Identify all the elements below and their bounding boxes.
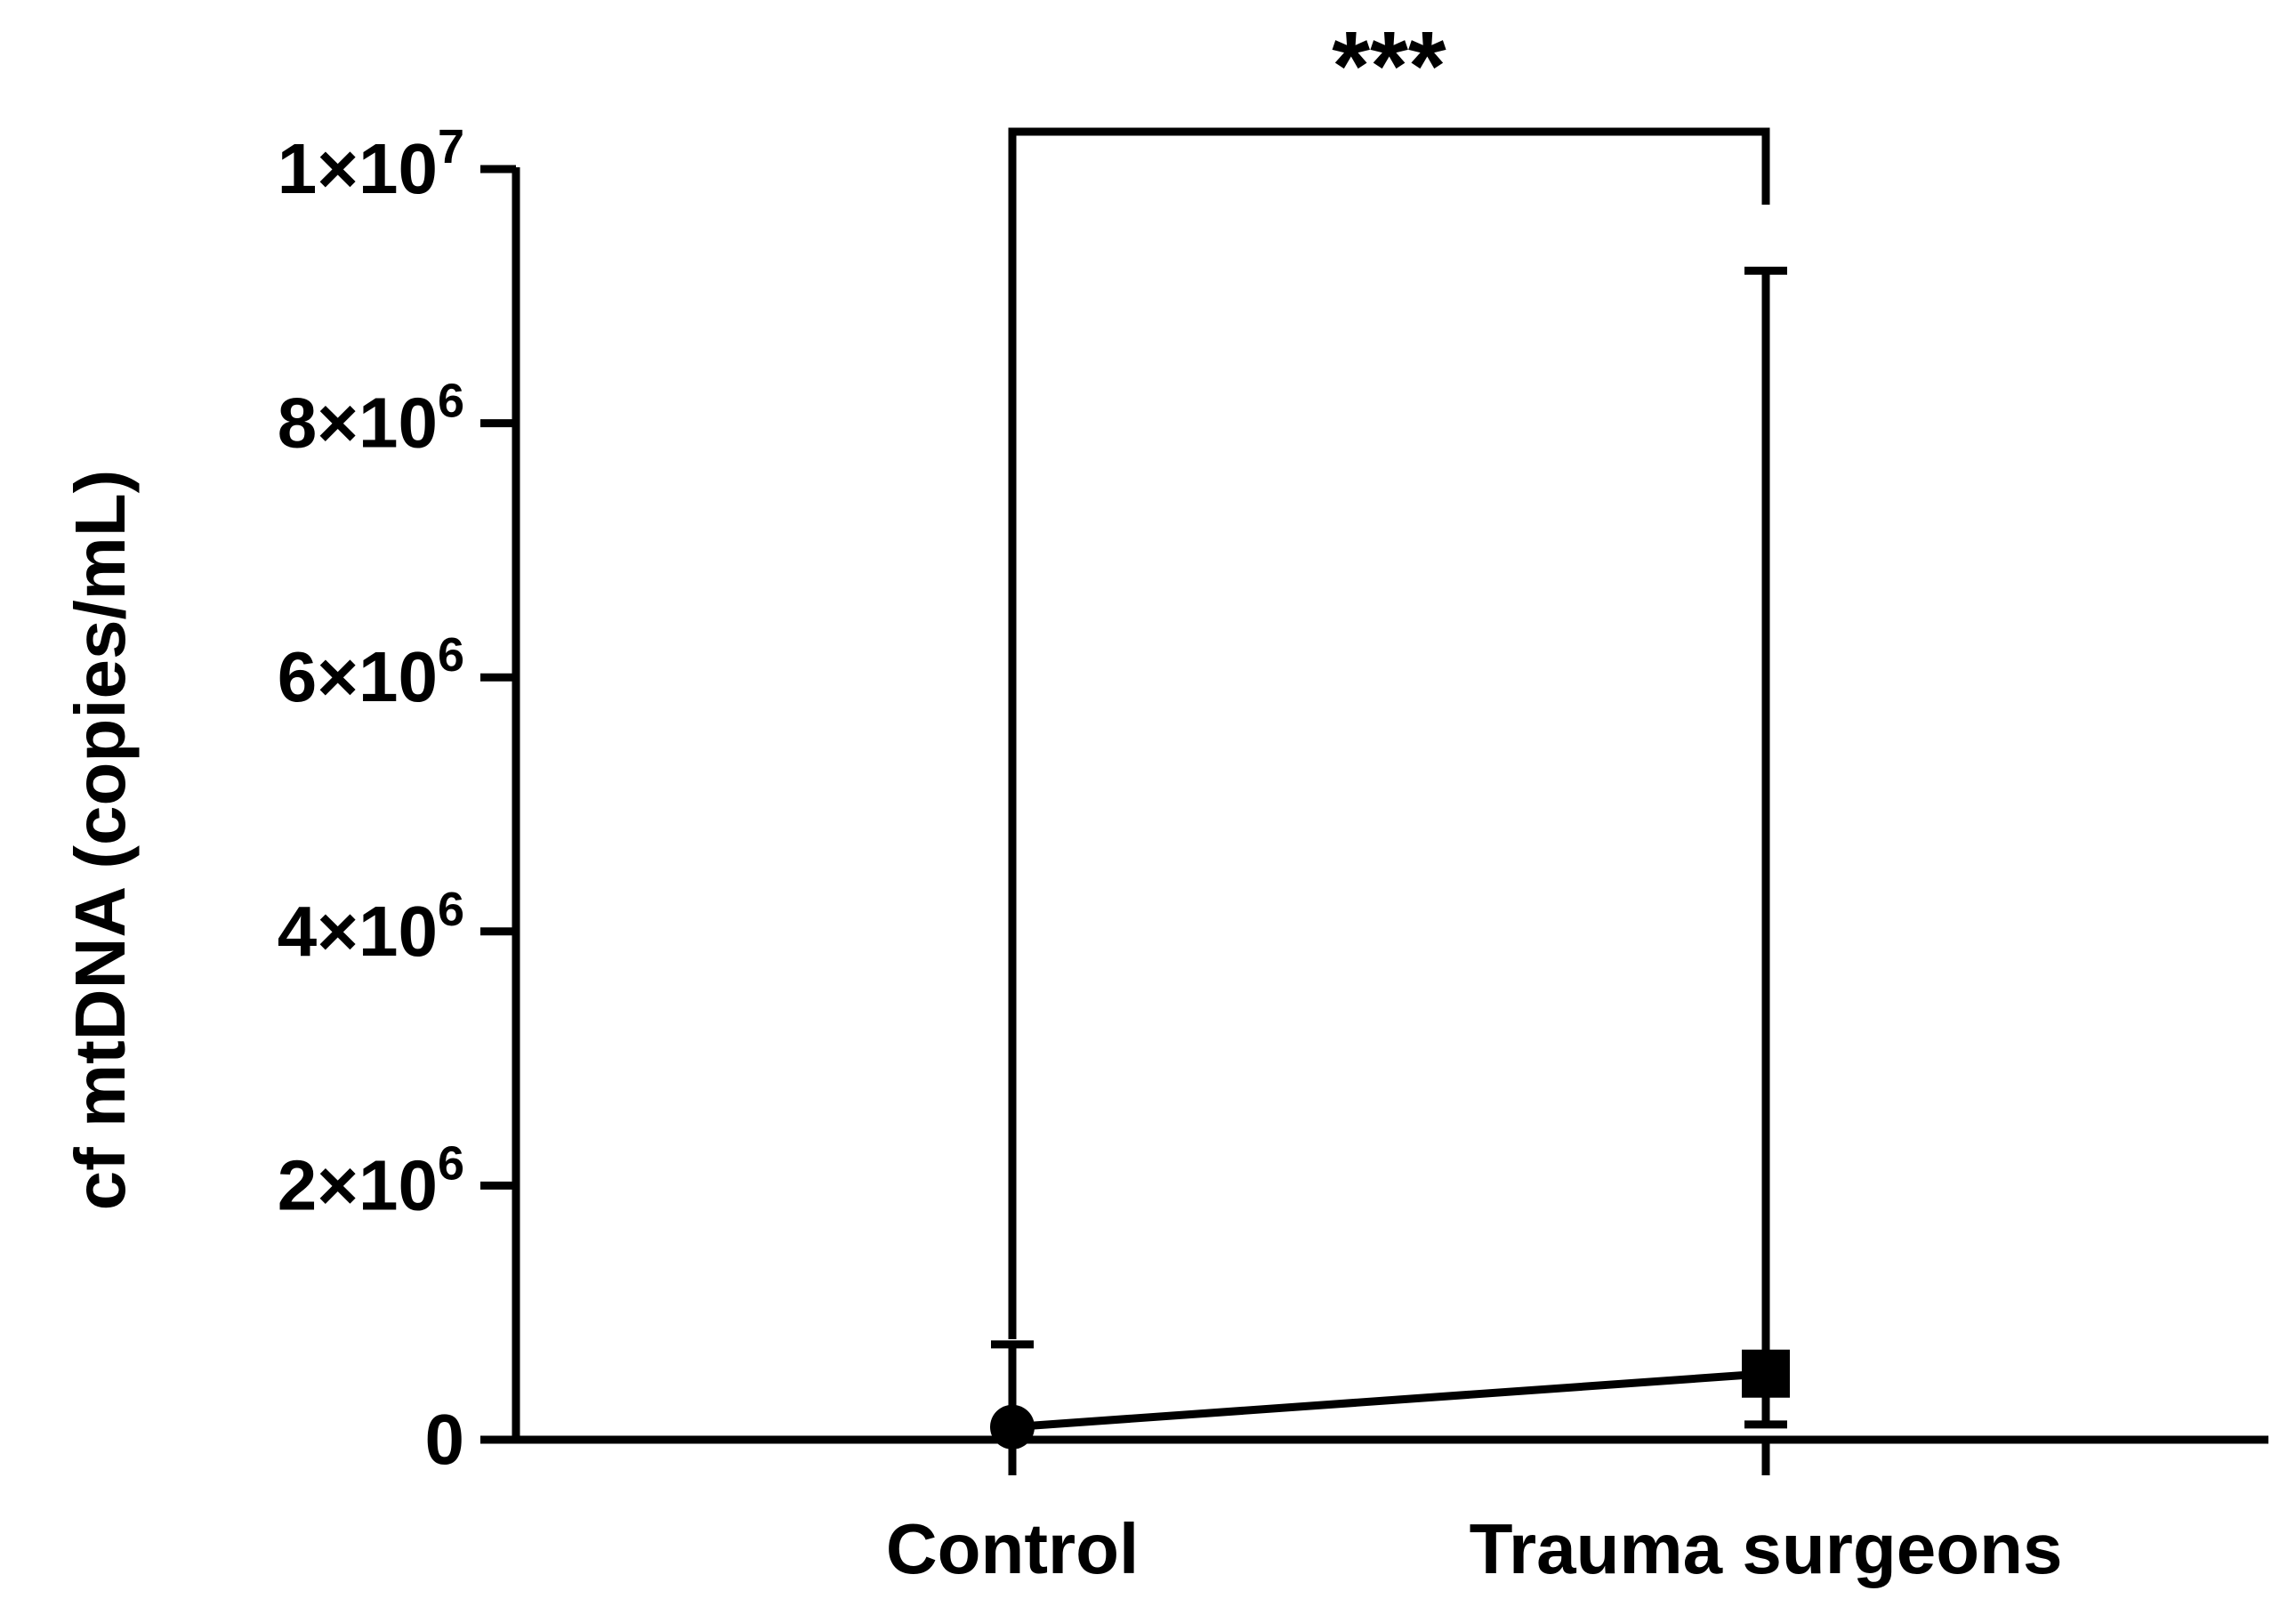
y-tick-exponent: 6: [438, 1136, 464, 1190]
data-point: [1742, 1349, 1790, 1398]
error-bars: [991, 266, 1787, 1429]
y-tick-mantissa: 0: [425, 1400, 465, 1479]
y-tick-exponent: 6: [438, 628, 464, 682]
y-tick-label: 1×107: [278, 120, 464, 208]
x-category-label: Trauma surgeons: [1470, 1509, 2063, 1588]
y-tick-label: 6×106: [278, 628, 464, 716]
y-tick-label: 2×106: [278, 1136, 464, 1224]
y-tick-mantissa: 1×10: [278, 129, 438, 208]
y-tick-mantissa: 8×10: [278, 384, 438, 463]
y-tick-mantissa: 4×10: [278, 892, 438, 971]
y-tick-label: 0: [425, 1400, 465, 1479]
axes: [512, 167, 2268, 1444]
y-tick-mantissa: 2×10: [278, 1145, 438, 1224]
y-tick-exponent: 6: [438, 883, 464, 936]
significance-bracket-line: [1008, 127, 1770, 1339]
x-axis-categories: Control Trauma surgeons: [886, 1440, 2063, 1588]
significance-label: ***: [1332, 12, 1446, 121]
significance-bracket: ***: [1008, 12, 1770, 1339]
series-line: [1011, 1369, 1767, 1432]
y-tick-mantissa: 6×10: [278, 637, 438, 716]
y-axis-label-group: cf mtDNA (copies/mL): [60, 470, 140, 1211]
x-category-label: Control: [886, 1509, 1139, 1588]
y-tick-label: 8×106: [278, 375, 464, 463]
y-tick-exponent: 6: [438, 375, 464, 428]
y-tick-exponent: 7: [438, 120, 464, 174]
data-point: [990, 1404, 1035, 1450]
y-axis-label: cf mtDNA (copies/mL): [60, 470, 140, 1211]
series: [990, 1349, 1790, 1450]
y-tick-label: 4×106: [278, 883, 464, 971]
